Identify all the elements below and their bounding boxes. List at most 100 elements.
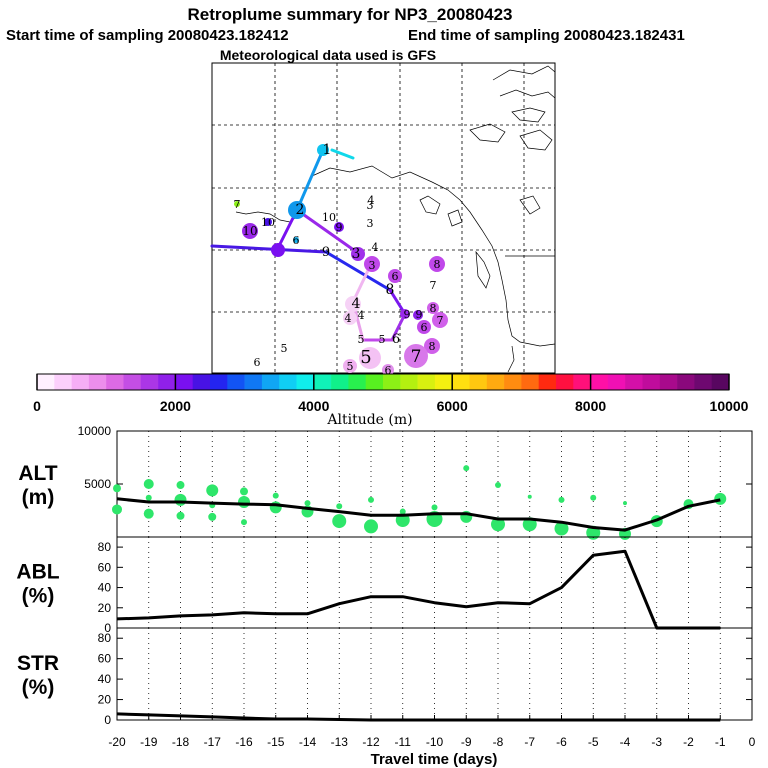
panel-str: 0 20 40 60 80 STR(%)	[17, 627, 753, 727]
colorbar-tick-label: 10000	[710, 398, 749, 414]
altitude-scatter-point	[368, 496, 374, 503]
panel-unit-label: (%)	[22, 585, 55, 608]
plume-circle	[388, 269, 402, 283]
colorbar-swatch	[573, 374, 591, 390]
altitude-scatter-point	[463, 465, 470, 472]
colorbar-swatch	[365, 374, 384, 390]
map-label: 10	[322, 211, 336, 224]
colorbar-swatch	[106, 374, 124, 390]
map-label: 4	[345, 312, 352, 325]
altitude-scatter-point	[145, 494, 152, 501]
x-tick-label: -4	[620, 735, 631, 749]
plume-circle	[413, 310, 423, 320]
y-tick-label: 40	[98, 581, 112, 595]
colorbar-tick-labels: 0 2000 4000 6000 8000 10000	[33, 374, 749, 414]
plume-circle	[429, 256, 445, 272]
map-label: 9	[416, 308, 423, 321]
colorbar-swatch	[192, 374, 211, 390]
altitude-scatter-point	[176, 481, 185, 490]
colorbar-swatch	[642, 374, 661, 390]
y-tick-label: 0	[104, 713, 111, 727]
plume-circle	[404, 344, 428, 368]
colorbar-swatch	[504, 374, 522, 390]
plume-circle	[271, 243, 285, 257]
colorbar-swatch	[210, 374, 228, 390]
altitude-scatter-point	[113, 484, 121, 493]
colorbar-swatch	[54, 374, 72, 390]
x-tick-label: -5	[588, 735, 599, 749]
altitude-scatter-point	[206, 484, 219, 497]
altitude-scatter-point	[491, 517, 505, 532]
altitude-scatter-point	[431, 504, 438, 511]
colorbar-swatch	[434, 374, 453, 390]
x-tick-label: -1	[715, 735, 726, 749]
map-label: 10	[261, 216, 275, 229]
map-label: 7	[430, 279, 437, 292]
colorbar-swatch	[348, 374, 366, 390]
map-label: 3	[367, 217, 374, 230]
colorbar-swatch	[175, 374, 193, 390]
x-tick-label: -14	[299, 735, 317, 749]
altitude-colorbar	[36, 373, 730, 391]
map-label: 7	[437, 314, 444, 327]
plume-circle	[242, 223, 258, 239]
plume-circle	[382, 364, 394, 376]
x-tick-label: -18	[172, 735, 190, 749]
colorbar-tick-label: 2000	[160, 398, 191, 414]
x-tick-label: 0	[749, 735, 756, 749]
colorbar-swatch	[227, 374, 245, 390]
map-label: 4	[368, 194, 375, 207]
x-tick-label: -19	[140, 735, 158, 749]
x-tick-label: -10	[426, 735, 444, 749]
altitude-scatter-point	[399, 508, 406, 515]
plume-circle	[427, 302, 439, 314]
altitude-scatter-point	[208, 512, 217, 521]
altitude-scatter-point	[558, 496, 565, 503]
time-series-panels: 500010000ALT(m)020406080ABL(%)020406080S…	[16, 424, 753, 727]
colorbar-swatch	[400, 374, 418, 390]
map-label: 9	[404, 308, 411, 321]
plume-circle	[359, 347, 381, 369]
x-tick-label: -13	[331, 735, 349, 749]
plume-circle	[293, 237, 299, 243]
x-tick-label: -8	[493, 735, 504, 749]
x-tick-label: -20	[108, 735, 126, 749]
x-tick-label: -3	[651, 735, 662, 749]
map-label: 3	[369, 259, 376, 272]
y-tick-label: 60	[98, 560, 112, 574]
map-label: 8	[430, 302, 437, 315]
altitude-scatter-point	[714, 492, 727, 505]
x-tick-label: -17	[204, 735, 222, 749]
altitude-scatter-point	[364, 519, 378, 534]
trajectory-segment	[295, 148, 325, 212]
plume-circle	[234, 201, 240, 207]
trajectory-segment	[330, 148, 355, 160]
map-label: 4	[372, 241, 379, 254]
panel-label: STR	[17, 652, 59, 675]
plume-circle	[288, 201, 306, 219]
x-tick-label: -7	[524, 735, 535, 749]
map-label: 5	[358, 333, 365, 346]
colorbar-swatch	[88, 374, 107, 390]
y-tick-label: 0	[104, 621, 111, 635]
panel-label: ALT	[18, 462, 57, 485]
colorbar-tick-label: 4000	[298, 398, 329, 414]
colorbar-swatch	[694, 374, 712, 390]
trajectory-map: 1 2 3 4 5 6 7 8 9 10 4 3 4 3 6 8 7 8 7 6…	[210, 62, 556, 377]
colorbar-swatch	[140, 374, 159, 390]
colorbar-swatch	[279, 374, 297, 390]
altitude-scatter-point	[112, 504, 122, 515]
map-label: 2	[296, 202, 305, 218]
altitude-scatter-point	[241, 519, 247, 526]
colorbar-swatch	[625, 374, 643, 390]
plume-circle	[343, 311, 357, 325]
trajectory-segment	[324, 250, 392, 292]
x-tick-label: -15	[267, 735, 285, 749]
colorbar-swatch	[607, 374, 626, 390]
series-line-str	[116, 712, 721, 722]
map-label: 8	[429, 340, 436, 353]
x-tick-label: -6	[556, 735, 567, 749]
x-tick-label: -11	[395, 735, 412, 749]
plume-circle	[334, 222, 344, 232]
